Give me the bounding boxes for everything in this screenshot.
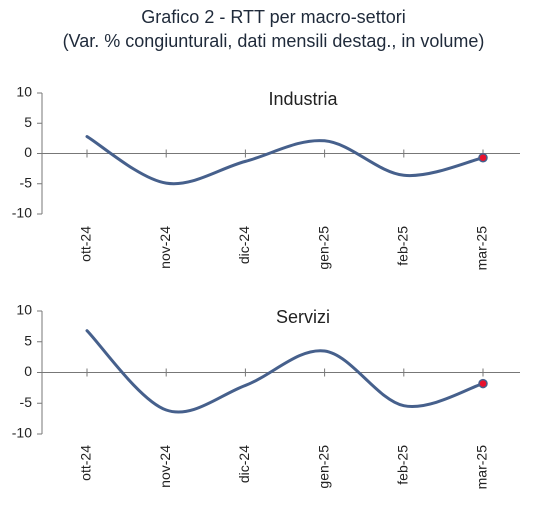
x-tick-label: ott-24 xyxy=(78,226,94,262)
last-point-marker xyxy=(478,378,488,389)
panel-1: Servizi 10 5 0 -5 -10 ott-24 nov-24 dic-24 gen-25… xyxy=(12,302,520,490)
x-tick-label: gen-25 xyxy=(315,445,331,489)
panel-title: Industria xyxy=(268,89,338,109)
y-tick-label: 5 xyxy=(24,114,32,130)
x-tick-label: nov-24 xyxy=(157,226,173,269)
y-tick-label: 5 xyxy=(24,332,32,348)
y-tick-label: -5 xyxy=(20,174,33,190)
series-line xyxy=(85,135,485,186)
chart-title: Grafico 2 - RTT per macro-settori xyxy=(141,7,406,27)
x-tick-label: nov-24 xyxy=(157,445,173,488)
y-tick-label: 10 xyxy=(16,84,32,100)
y-tick-label: -10 xyxy=(12,205,32,221)
y-tick-label: -10 xyxy=(12,425,32,441)
panel-0: Industria 10 5 0 -5 -10 ott-24 nov-24 dic-24 gen-… xyxy=(12,84,520,271)
panel-title: Servizi xyxy=(276,307,330,327)
x-tick-label: feb-25 xyxy=(395,226,411,266)
chart-subtitle: (Var. % congiunturali, dati mensili dest… xyxy=(62,31,485,51)
x-tick-label: gen-25 xyxy=(315,226,331,270)
y-tick-label: 0 xyxy=(24,144,32,160)
y-tick-label: 0 xyxy=(24,363,32,379)
x-tick-label: dic-24 xyxy=(236,445,252,483)
last-point-marker xyxy=(478,152,488,163)
series-line xyxy=(85,329,485,414)
y-tick-label: 10 xyxy=(16,302,32,318)
x-tick-label: mar-25 xyxy=(474,226,490,271)
x-tick-label: ott-24 xyxy=(78,445,94,481)
x-tick-label: mar-25 xyxy=(474,445,490,490)
y-tick-label: -5 xyxy=(20,394,33,410)
x-tick-label: dic-24 xyxy=(236,226,252,264)
x-tick-label: feb-25 xyxy=(395,445,411,485)
